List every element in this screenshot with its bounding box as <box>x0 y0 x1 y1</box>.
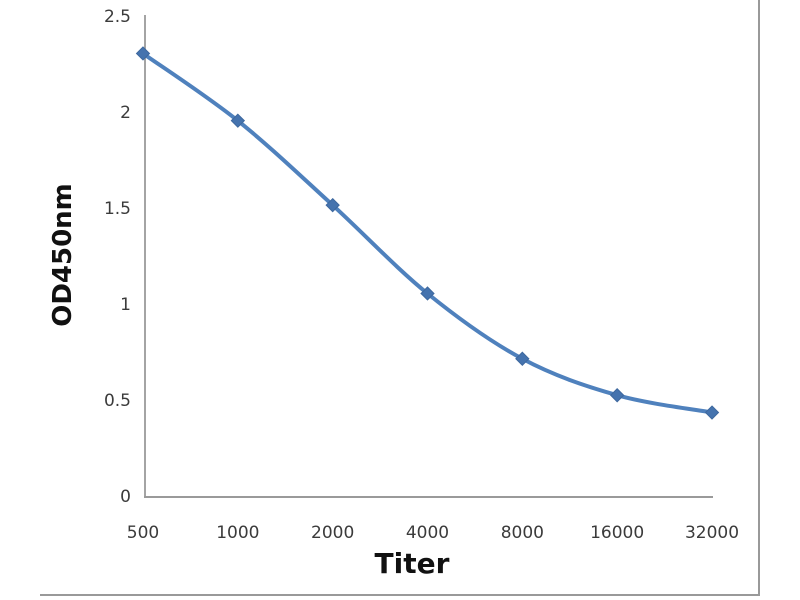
data-point-marker <box>135 46 151 61</box>
y-tick-label: 2.5 <box>103 7 131 27</box>
y-tick-label: 0.5 <box>103 391 131 411</box>
y-tick-label: 0 <box>120 487 131 507</box>
x-tick-label: 4000 <box>405 523 450 543</box>
data-point-marker <box>704 405 720 420</box>
data-point-marker <box>230 113 246 128</box>
x-tick-label: 8000 <box>500 523 544 543</box>
data-point-marker <box>420 286 435 301</box>
y-tick-label: 1.5 <box>103 199 131 219</box>
y-tick-label: 2 <box>120 103 131 123</box>
x-tick-label: 2000 <box>311 523 355 543</box>
y-axis-title: OD450nm <box>48 183 78 327</box>
x-tick-label: 500 <box>126 523 160 543</box>
y-tick-label: 1 <box>120 295 131 315</box>
x-tick-label: 32000 <box>684 523 740 543</box>
data-point-marker <box>515 351 530 366</box>
data-point-marker <box>325 197 340 213</box>
image-frame-right-border <box>758 0 760 596</box>
series-line <box>141 51 714 415</box>
x-axis-title: Titer <box>374 547 450 580</box>
x-tick-label: 16000 <box>590 523 645 543</box>
data-point-marker <box>609 388 625 403</box>
image-frame-bottom-border <box>40 594 760 596</box>
x-tick-label: 1000 <box>216 523 260 543</box>
